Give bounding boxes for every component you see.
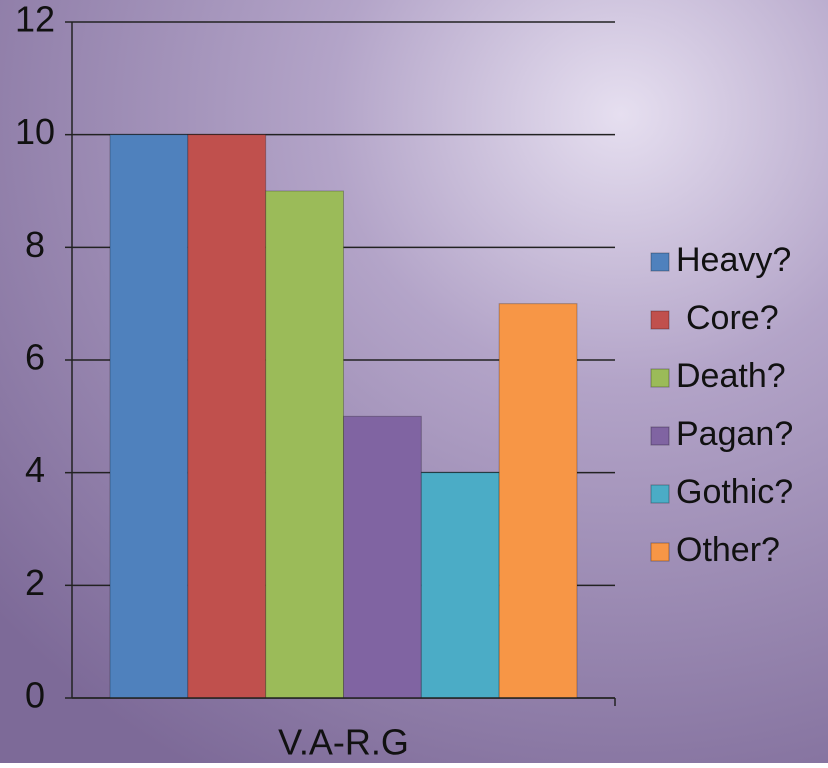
legend-swatch (651, 253, 669, 271)
bar (266, 191, 344, 698)
legend-swatch (651, 427, 669, 445)
legend-swatch (651, 311, 669, 329)
y-tick-label: 4 (25, 449, 45, 490)
y-tick-label: 8 (25, 224, 45, 265)
legend-label: Other? (676, 531, 780, 569)
y-tick-label: 6 (25, 337, 45, 378)
y-tick-label: 10 (15, 111, 55, 152)
y-tick-label: 0 (25, 675, 45, 716)
legend-label: Pagan? (676, 415, 793, 453)
chart: 0 2 4 6 8 10 12 V.A-R.G Heavy? Core? Death? Pagan? G… (0, 0, 828, 763)
legend-label: Gothic? (676, 473, 793, 511)
bar (421, 473, 499, 698)
legend-label: Death? (676, 357, 786, 395)
legend-swatch (651, 543, 669, 561)
y-tick-label: 12 (15, 0, 55, 40)
legend-label: Heavy? (676, 241, 791, 279)
x-tick-label: V.A-R.G (278, 722, 409, 763)
bar (188, 135, 266, 698)
legend-swatch (651, 369, 669, 387)
bar (499, 304, 577, 698)
legend-label: Core? (686, 299, 779, 337)
y-tick-label: 2 (25, 562, 45, 603)
bar (344, 416, 422, 698)
bar (110, 135, 188, 698)
legend-swatch (651, 485, 669, 503)
